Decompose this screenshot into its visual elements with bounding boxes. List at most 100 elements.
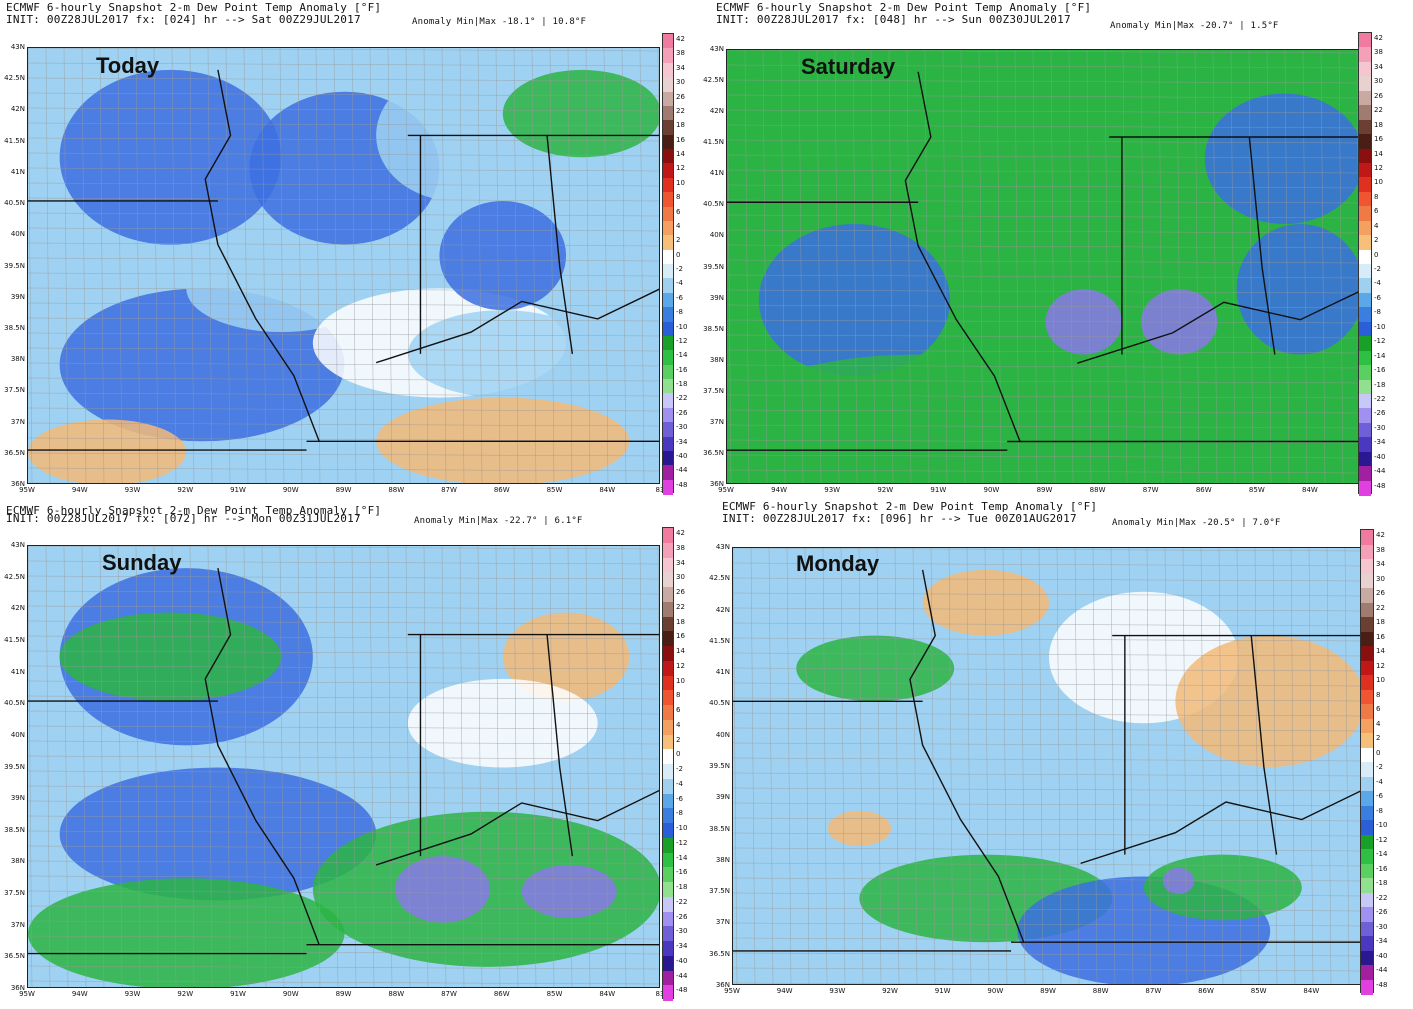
colorbar-label: -26 bbox=[1376, 908, 1388, 916]
colorbar-segment bbox=[663, 163, 673, 179]
colorbar-label: 6 bbox=[676, 706, 681, 714]
colorbar-segment bbox=[1359, 292, 1371, 308]
colorbar-label: -8 bbox=[1374, 308, 1381, 317]
colorbar-segment bbox=[1361, 776, 1373, 792]
lon-label: 94W bbox=[71, 486, 88, 494]
colorbar-label: 22 bbox=[676, 106, 685, 115]
colorbar-segment bbox=[663, 823, 673, 839]
lon-label: 85W bbox=[1248, 486, 1265, 494]
colorbar-label: -18 bbox=[676, 380, 688, 388]
colorbar-label: -10 bbox=[1376, 821, 1388, 829]
colorbar-label: 38 bbox=[1376, 545, 1385, 554]
colorbar-label: 12 bbox=[1376, 661, 1385, 670]
colorbar-label: 34 bbox=[1374, 62, 1383, 71]
colorbar-segment bbox=[663, 220, 673, 236]
colorbar-segment bbox=[663, 572, 673, 588]
lat-label: 42N bbox=[10, 105, 25, 114]
colorbar-segment bbox=[1361, 573, 1373, 589]
colorbar-segment bbox=[663, 235, 673, 251]
colorbar-label: -18 bbox=[1376, 879, 1388, 887]
colorbar-label: 26 bbox=[676, 92, 685, 101]
lon-label: 88W bbox=[388, 990, 405, 998]
colorbar-label: -14 bbox=[1376, 850, 1388, 858]
colorbar-label: 12 bbox=[676, 164, 685, 173]
colorbar-label: -4 bbox=[676, 779, 683, 788]
colorbar-segment bbox=[1361, 849, 1373, 864]
lat-label: 39N bbox=[715, 793, 730, 802]
lat-label: 38N bbox=[715, 855, 730, 864]
colorbar-label: -14 bbox=[676, 853, 688, 862]
colorbar bbox=[1360, 529, 1374, 995]
lon-label: 90W bbox=[282, 990, 299, 998]
colorbar-label: 34 bbox=[676, 63, 685, 72]
colorbar-label: 16 bbox=[1376, 632, 1385, 641]
colorbar-label: 26 bbox=[1376, 589, 1385, 597]
panel-today: ECMWF 6-hourly Snapshot 2-m Dew Point Te… bbox=[0, 0, 706, 500]
colorbar-label: 22 bbox=[1376, 603, 1385, 612]
colorbar-segment bbox=[663, 479, 673, 495]
colorbar-segment bbox=[1361, 675, 1373, 690]
colorbar-segment bbox=[663, 350, 673, 366]
lat-label: 37.5N bbox=[703, 386, 724, 395]
colorbar-segment bbox=[1361, 646, 1373, 661]
colorbar-segment bbox=[1361, 863, 1373, 879]
lon-label: 87W bbox=[441, 486, 457, 494]
colorbar-label: 30 bbox=[1376, 574, 1385, 583]
panel-saturday: ECMWF 6-hourly Snapshot 2-m Dew Point Te… bbox=[703, 0, 1413, 500]
colorbar-label: -10 bbox=[1374, 322, 1386, 331]
colorbar-segment bbox=[1361, 631, 1373, 647]
lon-label: 83 bbox=[655, 486, 665, 494]
colorbar-segment bbox=[1359, 278, 1371, 294]
colorbar-segment bbox=[1359, 105, 1371, 121]
state-borders bbox=[733, 569, 1363, 952]
panel-sunday: ECMWF 6-hourly Snapshot 2-m Dew Point Te… bbox=[0, 505, 706, 1009]
colorbar-segment bbox=[1361, 617, 1373, 632]
colorbar-segment bbox=[663, 660, 673, 676]
colorbar-segment bbox=[1359, 422, 1371, 438]
lat-label: 42.5N bbox=[4, 74, 25, 83]
lon-label: 86W bbox=[1195, 486, 1212, 494]
colorbar-label: 18 bbox=[1376, 618, 1385, 626]
lat-label: 42.5N bbox=[4, 572, 25, 581]
colorbar-label: 16 bbox=[676, 632, 685, 641]
colorbar-segment bbox=[663, 34, 673, 49]
lon-label: 89W bbox=[1040, 987, 1056, 995]
colorbar-segment bbox=[1359, 235, 1371, 251]
colorbar-label: -22 bbox=[1374, 394, 1386, 403]
panel-title: ECMWF 6-hourly Snapshot 2-m Dew Point Te… bbox=[6, 1, 382, 14]
colorbar-label: 38 bbox=[676, 543, 685, 552]
colorbar-label: -12 bbox=[1374, 337, 1386, 346]
lat-label: 41.5N bbox=[4, 136, 25, 145]
colorbar-segment bbox=[1359, 451, 1371, 467]
colorbar-segment bbox=[663, 422, 673, 437]
colorbar-segment bbox=[663, 616, 673, 632]
state-borders bbox=[28, 69, 659, 451]
colorbar-label: 2 bbox=[676, 735, 681, 744]
panel-title: ECMWF 6-hourly Snapshot 2-m Dew Point Te… bbox=[716, 1, 1092, 14]
lat-label: 41.5N bbox=[4, 635, 25, 644]
colorbar-segment bbox=[663, 436, 673, 452]
anomaly-region bbox=[1236, 224, 1362, 355]
colorbar-segment bbox=[663, 896, 673, 912]
colorbar-label: 14 bbox=[1376, 647, 1385, 655]
colorbar-segment bbox=[663, 631, 673, 647]
colorbar-label: 2 bbox=[1374, 236, 1379, 245]
county-grid bbox=[28, 48, 659, 483]
colorbar-label: 16 bbox=[1374, 135, 1383, 144]
lat-label: 39.5N bbox=[709, 762, 730, 770]
lon-label: 84W bbox=[1301, 486, 1318, 494]
colorbar-label: 22 bbox=[676, 602, 685, 611]
colorbar-segment bbox=[1361, 965, 1373, 980]
colorbar-label: -22 bbox=[676, 897, 688, 906]
colorbar-segment bbox=[1361, 834, 1373, 850]
colorbar-segment bbox=[663, 867, 673, 883]
colorbar-label: 12 bbox=[676, 661, 685, 670]
colorbar-segment bbox=[663, 249, 673, 265]
lat-label: 37.5N bbox=[709, 887, 730, 896]
anomaly-region bbox=[502, 69, 659, 158]
colorbar-label: -8 bbox=[676, 809, 683, 818]
panel-init: INIT: 00Z28JUL2017 fx: [048] hr --> Sun … bbox=[716, 13, 1071, 26]
colorbar bbox=[662, 33, 674, 495]
anomaly-region bbox=[827, 810, 891, 846]
colorbar-segment bbox=[663, 335, 673, 351]
